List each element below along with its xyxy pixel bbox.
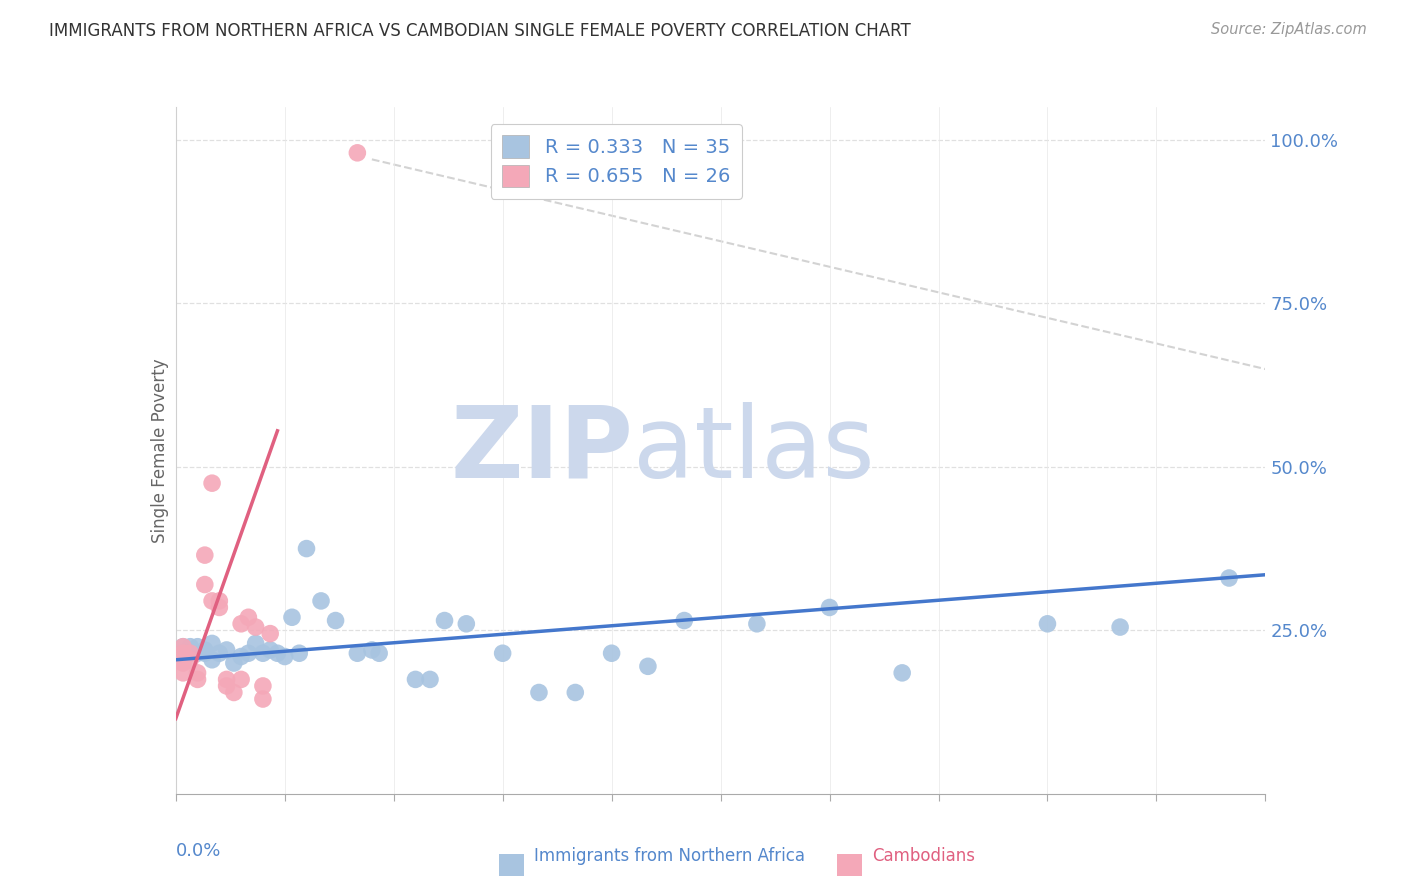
Point (309, 594, 332, 608)
Point (419, 673, 441, 687)
Point (208, 646, 231, 660)
Point (194, 548, 217, 562)
Point (208, 600, 231, 615)
Point (194, 646, 217, 660)
Point (1036, 616, 1059, 631)
Point (891, 665, 914, 680)
Point (172, 640, 194, 654)
Point (1218, 571, 1240, 585)
Point (252, 679, 274, 693)
Point (295, 541, 318, 556)
Point (368, 646, 391, 660)
Point (281, 610, 304, 624)
Point (673, 614, 696, 628)
Point (259, 643, 281, 657)
Point (172, 646, 194, 660)
Point (179, 646, 201, 660)
Point (492, 646, 515, 660)
Point (194, 577, 217, 591)
Point (252, 646, 274, 660)
Point (222, 656, 245, 670)
Point (172, 640, 194, 654)
Point (456, 616, 478, 631)
Point (346, 646, 368, 660)
Point (245, 620, 267, 634)
Point (274, 649, 297, 664)
Point (1109, 620, 1132, 634)
Point (745, 616, 768, 631)
Point (245, 636, 267, 650)
Point (172, 665, 194, 680)
Legend: R = 0.333   N = 35, R = 0.655   N = 26: R = 0.333 N = 35, R = 0.655 N = 26 (491, 124, 742, 199)
Point (818, 600, 841, 615)
Point (360, 643, 382, 657)
Text: Immigrants from Northern Africa: Immigrants from Northern Africa (534, 847, 806, 865)
Point (201, 476, 224, 491)
Text: IMMIGRANTS FROM NORTHERN AFRICA VS CAMBODIAN SINGLE FEMALE POVERTY CORRELATION C: IMMIGRANTS FROM NORTHERN AFRICA VS CAMBO… (49, 22, 911, 40)
Y-axis label: Single Female Poverty: Single Female Poverty (150, 359, 169, 542)
Point (194, 643, 217, 657)
Point (405, 673, 427, 687)
Point (201, 636, 224, 650)
Point (215, 673, 238, 687)
Point (186, 665, 209, 680)
Point (222, 685, 245, 699)
Point (179, 640, 201, 654)
Point (238, 646, 260, 660)
Point (172, 656, 194, 670)
Point (433, 614, 456, 628)
Text: Cambodians: Cambodians (872, 847, 974, 865)
Point (346, 145, 368, 160)
Point (252, 692, 274, 706)
Point (231, 616, 253, 631)
Point (186, 646, 209, 660)
Point (288, 646, 311, 660)
Text: Source: ZipAtlas.com: Source: ZipAtlas.com (1211, 22, 1367, 37)
Point (266, 646, 288, 660)
Point (165, 653, 187, 667)
Point (231, 673, 253, 687)
Point (186, 673, 209, 687)
Point (527, 685, 550, 699)
Point (215, 679, 238, 693)
Text: 0.0%: 0.0% (176, 842, 221, 860)
Text: atlas: atlas (633, 402, 875, 499)
Point (238, 610, 260, 624)
Point (201, 653, 224, 667)
Point (325, 614, 347, 628)
Point (231, 649, 253, 664)
Point (179, 646, 201, 660)
Point (179, 653, 201, 667)
Point (600, 646, 623, 660)
Point (208, 594, 231, 608)
Text: ZIP: ZIP (450, 402, 633, 499)
Point (564, 685, 586, 699)
Point (259, 626, 281, 640)
Point (637, 659, 659, 673)
Point (201, 594, 224, 608)
Point (215, 643, 238, 657)
Point (186, 640, 209, 654)
